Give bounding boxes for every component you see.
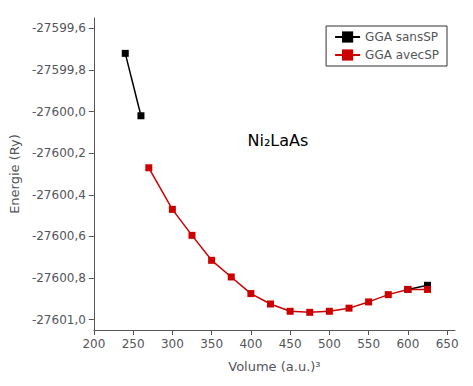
svg-text:-27599,6: -27599,6 (32, 21, 86, 35)
svg-text:-27601,0: -27601,0 (32, 313, 86, 327)
svg-text:-27600,8: -27600,8 (32, 271, 86, 285)
svg-text:200: 200 (82, 337, 105, 351)
svg-text:250: 250 (122, 337, 145, 351)
svg-text:GGA avecSP: GGA avecSP (365, 48, 439, 62)
svg-text:550: 550 (357, 337, 380, 351)
svg-text:Volume (a.u.)³: Volume (a.u.)³ (228, 359, 320, 374)
svg-text:500: 500 (318, 337, 341, 351)
svg-text:Energie (Ry): Energie (Ry) (7, 134, 22, 214)
svg-text:350: 350 (200, 337, 223, 351)
svg-text:-27600,0: -27600,0 (32, 105, 86, 119)
svg-text:Ni₂LaAs: Ni₂LaAs (248, 131, 309, 150)
svg-text:600: 600 (396, 337, 419, 351)
svg-text:-27600,6: -27600,6 (32, 229, 86, 243)
svg-text:-27600,2: -27600,2 (32, 146, 86, 160)
svg-text:-27599,8: -27599,8 (32, 63, 86, 77)
svg-text:450: 450 (279, 337, 302, 351)
svg-text:400: 400 (239, 337, 262, 351)
svg-text:-27600,4: -27600,4 (32, 188, 86, 202)
svg-text:GGA sansSP: GGA sansSP (365, 30, 438, 44)
svg-text:650: 650 (436, 337, 459, 351)
svg-text:300: 300 (161, 337, 184, 351)
